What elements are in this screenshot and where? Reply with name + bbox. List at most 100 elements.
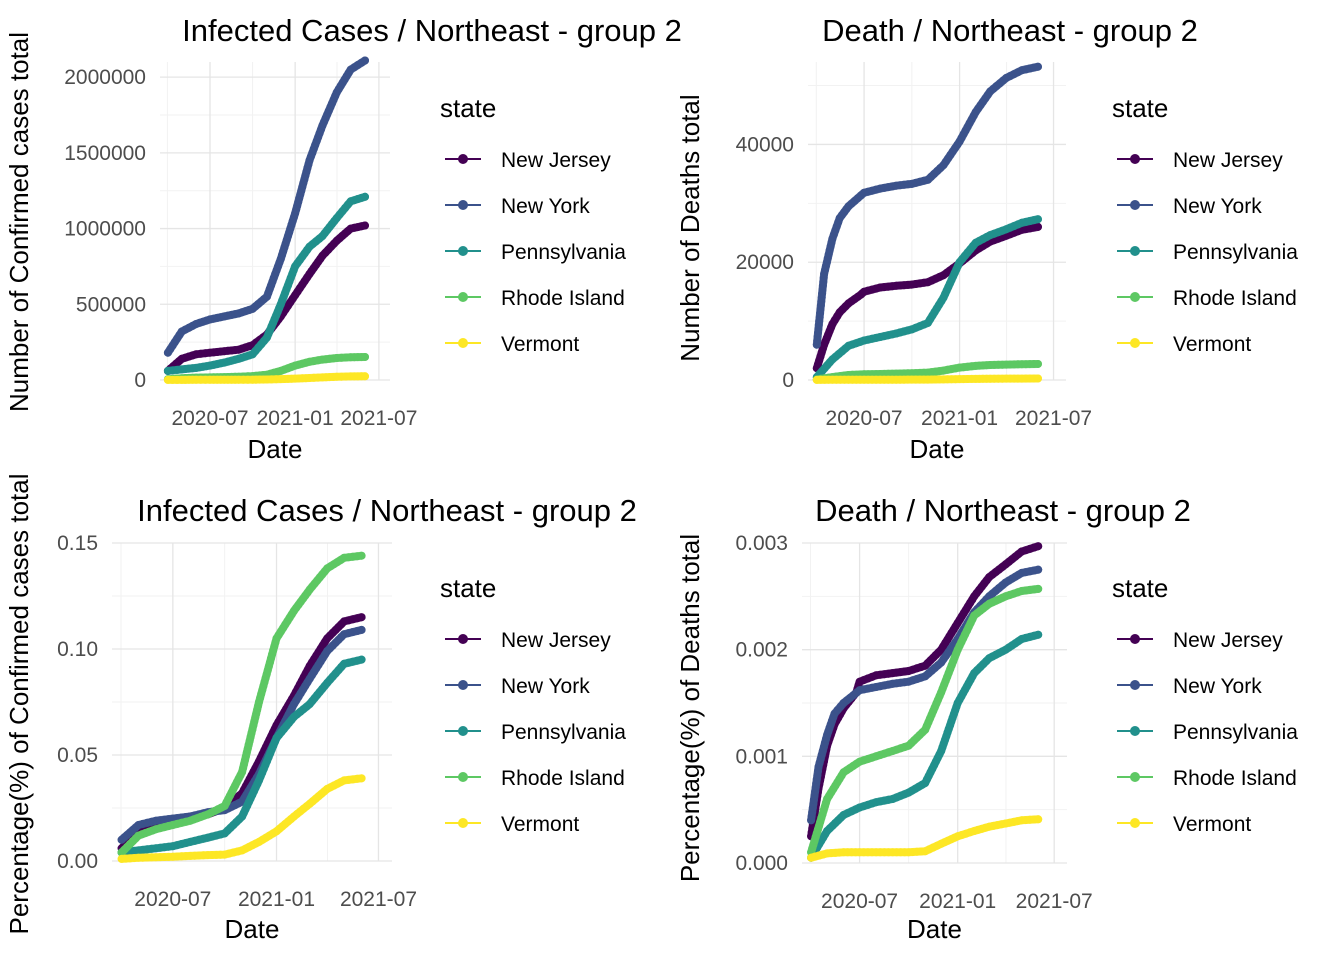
legend: state New Jersey New York Pennsylvania Rhode… (1112, 93, 1298, 356)
chart-title: Death / Northeast - group 2 (822, 13, 1198, 48)
series-vermont (163, 372, 370, 384)
legend-key-point (458, 338, 468, 348)
chart-panel-3: 0.00 0.05 0.10 0.15 2020-07 2021-01 2021-07 Inf… (4, 474, 637, 945)
y-tick-label: 40000 (736, 133, 794, 156)
series-pennsylvania (812, 215, 1042, 382)
legend-key-point (1130, 246, 1140, 256)
data-point (1034, 542, 1043, 551)
legend-label: Vermont (1173, 813, 1251, 836)
legend-key-point (458, 246, 468, 256)
series-new-york (812, 62, 1042, 349)
series-vermont (117, 774, 366, 863)
legend-title: state (440, 93, 496, 123)
legend-label: Pennsylvania (1173, 241, 1298, 264)
data-point (1034, 815, 1043, 824)
x-axis-label: Date (907, 914, 962, 944)
x-tick-label: 2021-01 (257, 407, 334, 430)
legend-key-point (458, 292, 468, 302)
legend-key-point (1130, 634, 1140, 644)
legend-key-point (1130, 200, 1140, 210)
y-axis-label: Percentage(%) of Confirmed cases total (4, 474, 34, 935)
x-axis-label: Date (225, 914, 280, 944)
data-point (1033, 222, 1042, 231)
legend-label: Rhode Island (501, 767, 625, 790)
data-point (357, 613, 366, 622)
legend: state New Jersey New York Pennsylvania Rhode… (440, 93, 626, 356)
x-tick-label: 2021-01 (238, 888, 315, 911)
legend-label: New York (501, 195, 590, 218)
legend: state New Jersey New York Pennsylvania Rhode… (440, 573, 626, 836)
data-point (1033, 374, 1042, 383)
data-point (361, 221, 370, 230)
x-tick-label: 2021-01 (919, 890, 996, 913)
legend-key-point (1130, 292, 1140, 302)
data-point (357, 551, 366, 560)
legend-key-point (458, 818, 468, 828)
legend-title: state (440, 573, 496, 603)
x-tick-label: 2020-07 (821, 890, 898, 913)
legend-label: New Jersey (1173, 149, 1283, 172)
chart-panel-2: 0 20000 40000 2020-07 2021-01 2021-07 Death / … (675, 13, 1298, 464)
x-tick-label: 2021-07 (340, 407, 417, 430)
legend-label: New York (1173, 675, 1262, 698)
chart-title: Infected Cases / Northeast - group 2 (182, 13, 682, 48)
legend-key-point (1130, 726, 1140, 736)
y-tick-label: 0 (134, 369, 146, 392)
y-tick-label: 0.003 (735, 532, 788, 555)
chart-title: Death / Northeast - group 2 (815, 493, 1191, 528)
data-point (1033, 62, 1042, 71)
x-tick-label: 2020-07 (171, 407, 248, 430)
chart-panel-1: 0 500000 1000000 1500000 2000000 2020-07 2021-… (4, 13, 682, 464)
legend: state New Jersey New York Pennsylvania Rhode… (1112, 573, 1298, 836)
y-tick-label: 0.10 (57, 638, 98, 661)
y-tick-label: 500000 (76, 293, 146, 316)
legend-label: Pennsylvania (501, 241, 626, 264)
series-vermont (812, 374, 1042, 384)
data-point (1034, 630, 1043, 639)
legend-key-point (1130, 154, 1140, 164)
legend-label: Vermont (501, 333, 579, 356)
x-axis-label: Date (910, 434, 965, 464)
data-point (1034, 565, 1043, 574)
series-new-york (807, 565, 1043, 825)
y-tick-label: 1500000 (64, 142, 146, 165)
legend-key-point (458, 634, 468, 644)
x-tick-label: 2021-07 (1015, 407, 1092, 430)
legend-key-point (1130, 818, 1140, 828)
legend-key-point (458, 726, 468, 736)
y-tick-label: 0.002 (735, 639, 788, 662)
x-tick-label: 2021-07 (1016, 890, 1093, 913)
chart-title: Infected Cases / Northeast - group 2 (137, 493, 637, 528)
data-point (357, 625, 366, 634)
legend-label: Pennsylvania (501, 721, 626, 744)
x-tick-label: 2021-01 (921, 407, 998, 430)
y-axis-label: Percentage(%) of Deaths total (675, 534, 705, 882)
legend-title: state (1112, 573, 1168, 603)
legend-key-point (1130, 772, 1140, 782)
legend-key-point (458, 772, 468, 782)
series-new-jersey (807, 542, 1043, 841)
series-rhode-island (117, 551, 366, 857)
series-rhode-island (807, 584, 1043, 857)
data-point (357, 655, 366, 664)
legend-key-point (458, 680, 468, 690)
y-tick-label: 0.00 (57, 850, 98, 873)
x-tick-label: 2020-07 (826, 407, 903, 430)
y-tick-label: 2000000 (64, 66, 146, 89)
y-tick-label: 0.15 (57, 532, 98, 555)
data-point (1034, 584, 1043, 593)
legend-title: state (1112, 93, 1168, 123)
legend-key-point (458, 200, 468, 210)
legend-label: New York (1173, 195, 1262, 218)
data-point (361, 372, 370, 381)
data-point (361, 192, 370, 201)
series-trace (807, 542, 1043, 841)
series-new-york (163, 56, 370, 357)
data-point (1033, 215, 1042, 224)
legend-label: New Jersey (501, 149, 611, 172)
data-point (357, 774, 366, 783)
legend-label: Rhode Island (501, 287, 625, 310)
y-tick-label: 20000 (736, 251, 794, 274)
legend-key-point (1130, 338, 1140, 348)
